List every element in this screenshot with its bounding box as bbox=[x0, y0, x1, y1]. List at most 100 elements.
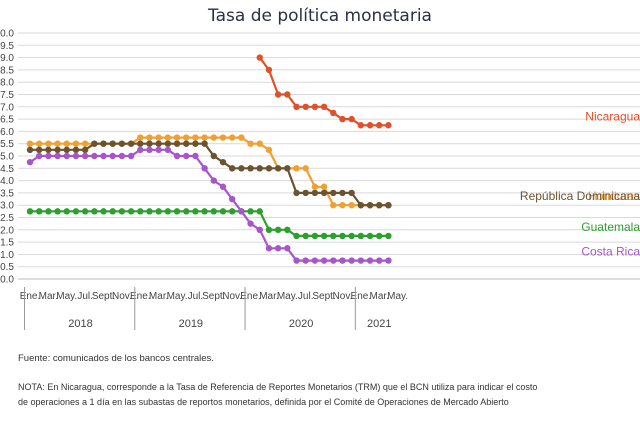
x-tick-label: May. bbox=[56, 291, 77, 302]
data-point bbox=[63, 152, 70, 160]
data-point bbox=[127, 140, 135, 147]
x-tick-label: Ene. bbox=[240, 291, 261, 302]
y-tick-label: 8.0 bbox=[0, 78, 14, 89]
data-point bbox=[320, 232, 328, 240]
data-point bbox=[330, 202, 337, 209]
data-point bbox=[201, 208, 208, 215]
data-point bbox=[35, 146, 43, 154]
data-point bbox=[137, 140, 144, 147]
data-point bbox=[238, 134, 245, 141]
data-point bbox=[348, 202, 355, 209]
data-point bbox=[247, 165, 254, 172]
data-point bbox=[348, 232, 355, 240]
data-point bbox=[219, 134, 227, 141]
data-point bbox=[210, 208, 217, 215]
series-label: Costa Rica bbox=[581, 245, 640, 259]
data-point bbox=[91, 208, 98, 215]
y-tick-label: 3.0 bbox=[0, 201, 14, 212]
x-tick-label: Jul. bbox=[298, 291, 314, 302]
x-tick-label: Mar. bbox=[369, 291, 388, 302]
data-point bbox=[311, 183, 319, 190]
data-point bbox=[183, 208, 190, 215]
y-tick-label: 2.5 bbox=[0, 213, 14, 224]
data-point bbox=[192, 140, 199, 147]
data-point bbox=[26, 140, 34, 147]
data-point bbox=[91, 152, 98, 160]
data-point bbox=[339, 189, 346, 197]
data-point bbox=[293, 232, 300, 240]
data-point bbox=[72, 146, 80, 154]
data-point bbox=[54, 152, 61, 160]
data-point bbox=[81, 208, 89, 215]
data-point bbox=[155, 208, 162, 215]
footnote-line-2: de operaciones a 1 día en las subastas d… bbox=[18, 397, 509, 407]
data-point bbox=[210, 177, 217, 184]
data-point bbox=[366, 122, 374, 129]
data-point bbox=[238, 165, 245, 172]
data-point bbox=[35, 152, 43, 160]
data-point bbox=[45, 152, 52, 160]
data-point bbox=[72, 152, 80, 160]
series-line bbox=[30, 136, 389, 207]
series-line bbox=[30, 142, 389, 207]
data-point bbox=[127, 208, 135, 215]
data-point bbox=[256, 54, 263, 61]
data-point bbox=[35, 140, 43, 147]
data-point bbox=[284, 245, 291, 252]
data-point bbox=[311, 189, 319, 197]
data-point bbox=[54, 208, 61, 215]
data-point bbox=[376, 202, 383, 209]
data-point bbox=[100, 152, 107, 160]
data-point bbox=[302, 232, 309, 240]
x-tick-label: Mar. bbox=[149, 291, 168, 302]
data-point bbox=[228, 134, 236, 141]
data-point bbox=[284, 91, 291, 98]
data-point bbox=[357, 202, 365, 209]
series-line bbox=[29, 148, 389, 262]
data-point bbox=[155, 146, 162, 154]
data-point bbox=[339, 232, 346, 240]
y-tick-label: 1.5 bbox=[0, 238, 14, 249]
data-point bbox=[201, 140, 208, 147]
year-label: 2021 bbox=[367, 318, 391, 330]
data-point bbox=[274, 245, 282, 252]
data-point bbox=[376, 257, 383, 264]
data-point bbox=[339, 115, 346, 123]
data-point bbox=[376, 232, 383, 240]
data-point bbox=[100, 208, 107, 215]
data-point bbox=[302, 103, 309, 111]
data-point bbox=[146, 134, 153, 141]
data-point bbox=[330, 257, 337, 264]
x-tick-label: Sept. bbox=[312, 291, 335, 302]
x-tick-label: Ene. bbox=[351, 291, 372, 302]
data-point bbox=[256, 140, 263, 147]
y-tick-label: 7.5 bbox=[0, 90, 14, 101]
data-point bbox=[155, 134, 162, 141]
data-point bbox=[137, 134, 144, 141]
x-tick-label: May. bbox=[387, 291, 408, 302]
data-point bbox=[366, 232, 374, 240]
data-point bbox=[256, 226, 263, 233]
data-point bbox=[293, 165, 300, 172]
y-tick-label: 2.0 bbox=[0, 225, 14, 236]
data-point bbox=[54, 146, 61, 154]
data-point bbox=[183, 152, 190, 160]
data-point bbox=[146, 140, 153, 147]
data-point bbox=[81, 146, 89, 154]
data-point bbox=[256, 208, 263, 215]
data-point bbox=[45, 146, 52, 154]
data-point bbox=[348, 257, 355, 264]
x-tick-label: Ene. bbox=[20, 291, 41, 302]
data-point bbox=[26, 158, 34, 166]
series-label: Honduras bbox=[588, 189, 640, 203]
data-point bbox=[26, 208, 34, 215]
data-point bbox=[284, 165, 291, 172]
data-point bbox=[348, 115, 355, 123]
data-point bbox=[376, 122, 383, 129]
data-point bbox=[366, 257, 374, 264]
data-point bbox=[357, 232, 365, 240]
data-point bbox=[63, 140, 70, 147]
year-label: 2020 bbox=[289, 318, 313, 330]
data-point bbox=[35, 208, 43, 215]
x-tick-label: Nov. bbox=[222, 291, 242, 302]
